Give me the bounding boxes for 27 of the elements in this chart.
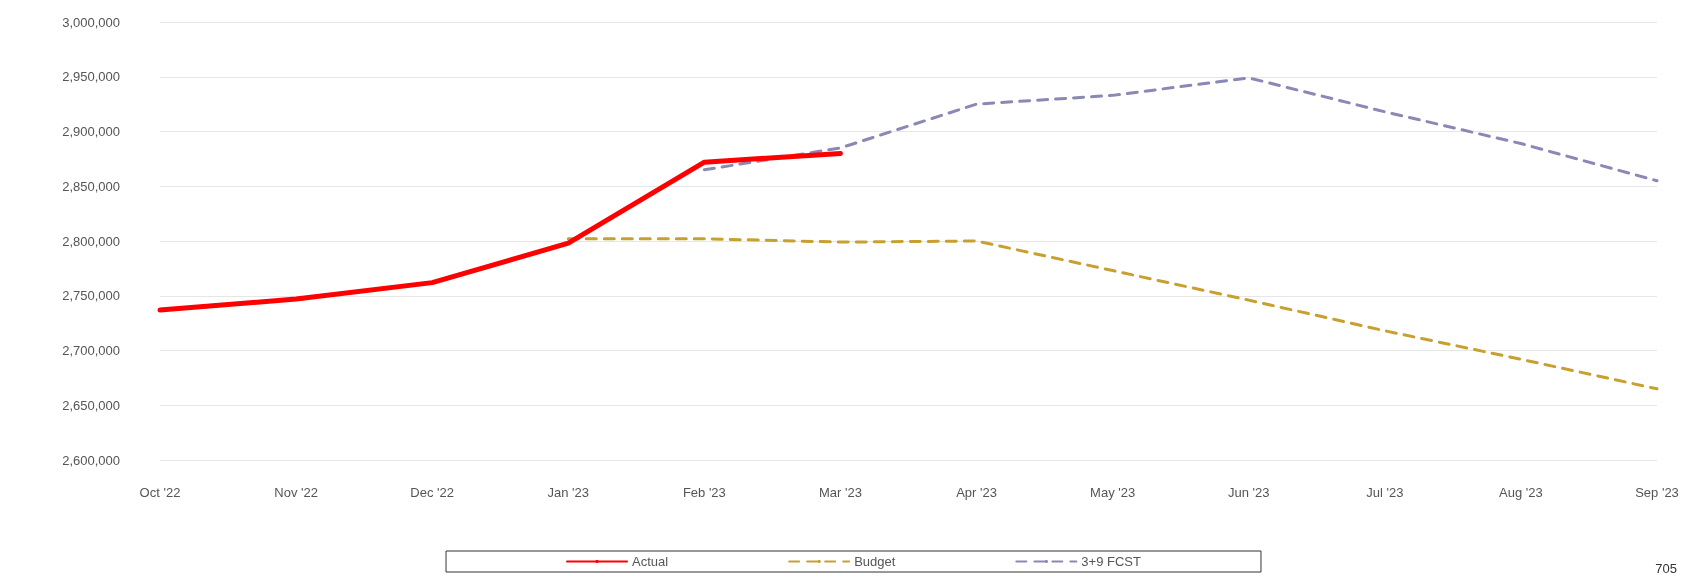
line-series [702, 76, 1659, 183]
legend-label: Actual [632, 554, 669, 569]
y-tick-label: 2,700,000 [62, 343, 120, 358]
x-tick-label: Nov '22 [274, 485, 318, 500]
y-tick-label: 2,600,000 [62, 452, 120, 468]
x-tick-label: May '23 [1090, 485, 1136, 500]
y-tick-label: 2,650,000 [62, 397, 120, 413]
y-tick-label: 2,800,000 [62, 233, 120, 249]
x-tick-label: Oct '22 [139, 485, 181, 500]
line-series [566, 237, 1659, 391]
x-tick-label: Jan '23 [547, 485, 590, 500]
x-tick-label: Sep '23 [1635, 485, 1679, 500]
x-tick-label: Jul '23 [1366, 485, 1404, 500]
y-tick-label: 2,750,000 [62, 288, 120, 304]
text: 705 [1655, 561, 1677, 576]
legend-label: Budget [854, 554, 896, 569]
x-tick-label: Aug '23 [1499, 485, 1543, 500]
y-tick-label: 3,000,000 [62, 14, 120, 30]
legend-label: 3+9 FCST [1081, 554, 1142, 569]
x-tick-label: Mar '23 [818, 485, 862, 500]
x-tick-label: Apr '23 [956, 485, 997, 500]
x-tick-label: Jun '23 [1227, 485, 1270, 500]
x-tick-label: Feb '23 [682, 485, 726, 500]
y-tick-label: 2,950,000 [62, 69, 120, 85]
y-tick-label: 2,850,000 [62, 178, 120, 194]
y-tick-label: 2,900,000 [62, 124, 120, 139]
x-tick-label: Dec '22 [410, 485, 455, 500]
